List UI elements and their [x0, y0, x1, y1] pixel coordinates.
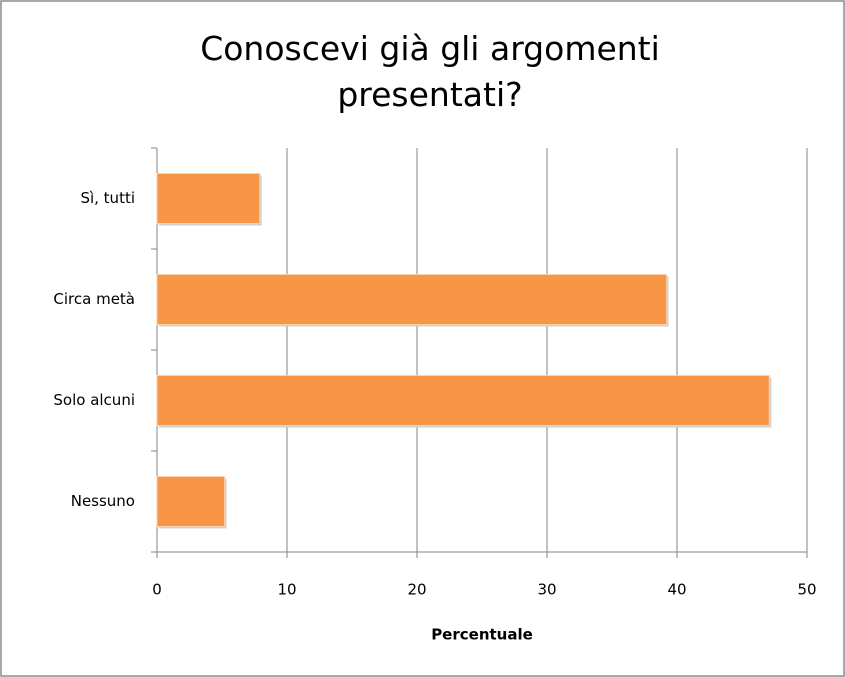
- x-tick-label: 20: [407, 581, 426, 599]
- bar: [156, 375, 770, 426]
- y-tick-label: Solo alcuni: [53, 391, 135, 409]
- x-tick-label: 50: [797, 581, 816, 599]
- x-axis-title: Percentuale: [431, 626, 533, 644]
- x-tick-label: 0: [152, 581, 162, 599]
- bar: [156, 476, 226, 527]
- bar: [156, 274, 668, 325]
- y-tick-label: Nessuno: [71, 492, 135, 510]
- y-tick-label: Circa metà: [53, 290, 135, 308]
- bar: [156, 173, 261, 224]
- y-tick-label: Sì, tutti: [80, 189, 135, 207]
- x-tick-label: 30: [537, 581, 556, 599]
- x-tick-label: 10: [277, 581, 296, 599]
- chart-title: Conoscevi già gli argomenti presentati?: [200, 29, 660, 114]
- x-tick-label: 40: [667, 581, 686, 599]
